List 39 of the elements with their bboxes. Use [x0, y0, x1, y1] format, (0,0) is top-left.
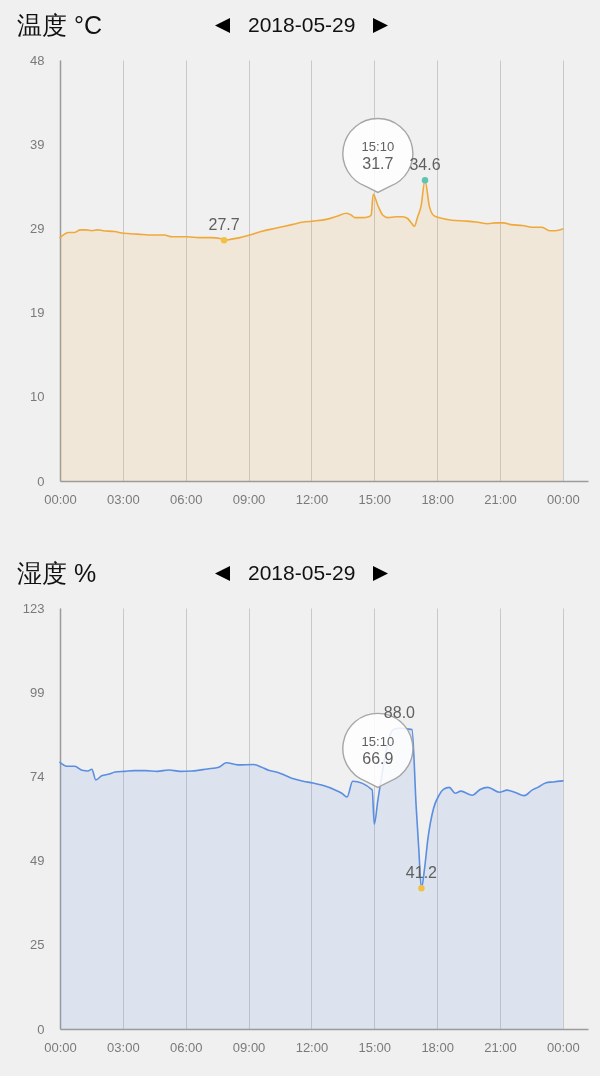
x-tick-label: 09:00 [232, 491, 266, 507]
y-tick-label: 48 [30, 52, 45, 68]
x-tick-label: 18:00 [421, 1039, 454, 1055]
chart-subtitle: 2018-05-29 [248, 13, 356, 37]
chart-subtitle: 2018-05-29 [248, 561, 356, 585]
y-tick-label: 0 [37, 1021, 45, 1037]
x-tick-label: 03:00 [107, 491, 140, 507]
chart-title: 湿度 % [17, 558, 97, 589]
x-tick-label: 06:00 [169, 491, 203, 507]
x-tick-label: 12:00 [295, 1039, 329, 1055]
annotation: 15:10 31.7 [361, 138, 395, 172]
x-tick-label: 15:00 [358, 1039, 392, 1055]
x-tick-label: 06:00 [169, 1039, 203, 1055]
annotation: 27.7 [208, 216, 240, 234]
x-tick-label: 15:00 [358, 491, 392, 507]
x-tick-label: 00:00 [44, 491, 77, 507]
x-tick-label: 03:00 [107, 1039, 140, 1055]
x-tick-label: 21:00 [484, 1039, 517, 1055]
x-tick-label: 12:00 [295, 491, 329, 507]
x-tick-label: 00:00 [547, 1039, 580, 1055]
y-tick-label: 19 [30, 305, 45, 321]
y-tick-label: 123 [22, 600, 45, 616]
y-tick-label: 0 [37, 473, 45, 489]
y-tick-label: 10 [30, 389, 45, 405]
annotation: 15:10 66.9 [361, 733, 395, 767]
x-tick-label: 09:00 [232, 1039, 266, 1055]
x-tick-label: 21:00 [484, 491, 517, 507]
x-tick-label: 18:00 [421, 491, 454, 507]
chart-title: 温度 °C [17, 10, 102, 41]
x-tick-label: 00:00 [547, 491, 580, 507]
y-tick-label: 29 [30, 220, 45, 236]
annotation: 88.0 [383, 704, 416, 722]
y-tick-label: 25 [30, 937, 45, 953]
y-tick-label: 74 [30, 768, 45, 784]
annotation: 34.6 [409, 156, 441, 174]
y-tick-label: 39 [30, 136, 45, 152]
y-tick-label: 49 [30, 853, 45, 869]
y-tick-label: 99 [30, 684, 45, 700]
x-tick-label: 00:00 [44, 1039, 77, 1055]
